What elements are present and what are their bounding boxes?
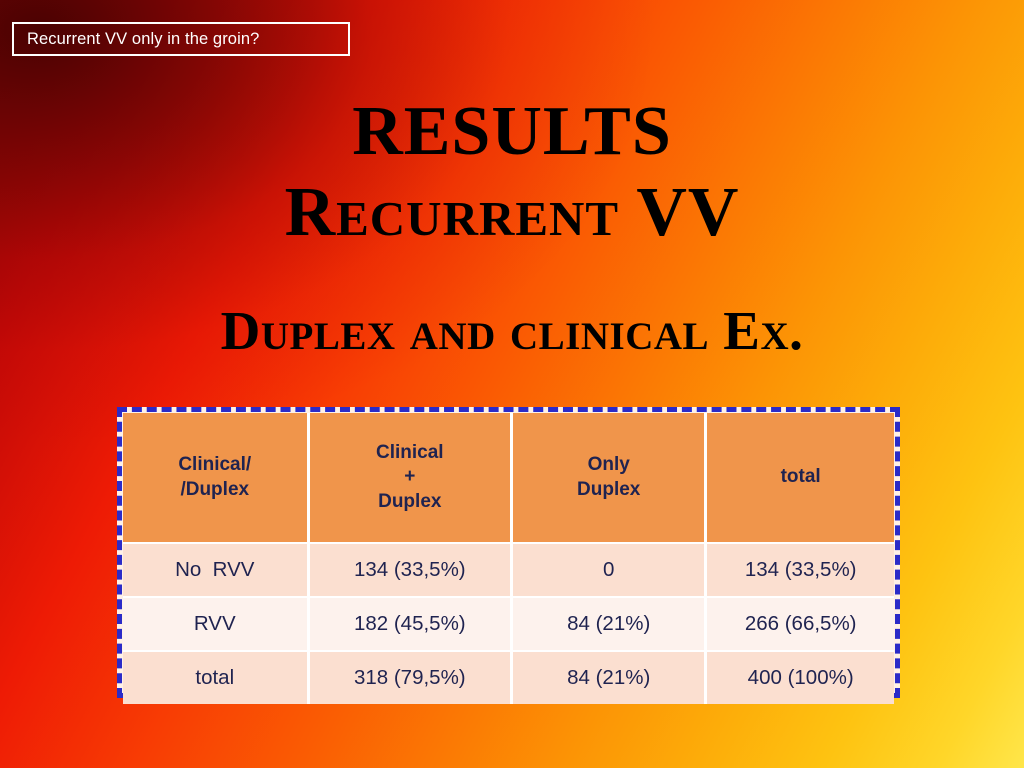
table-body: No RVV 134 (33,5%) 0 134 (33,5%) RVV 182…: [123, 543, 894, 704]
table-header-cell-only-duplex: Only Duplex: [511, 413, 708, 544]
table-cell-value: 182 (45,5%): [308, 597, 514, 652]
page-title-line-1: RESULTS: [352, 93, 672, 170]
table-row: total 318 (79,5%) 84 (21%) 400 (100%): [123, 651, 894, 704]
table-row: RVV 182 (45,5%) 84 (21%) 266 (66,5%): [123, 597, 894, 652]
table-header-cell-total: total: [705, 413, 894, 544]
table-header: Clinical/ /Duplex Clinical + Duplex Only…: [123, 413, 894, 544]
table-cell-value: 266 (66,5%): [705, 597, 894, 652]
header-badge: Recurrent VV only in the groin?: [12, 22, 350, 56]
table-row: No RVV 134 (33,5%) 0 134 (33,5%): [123, 543, 894, 598]
table-header-line: Clinical: [376, 442, 444, 464]
table-header-line: total: [780, 466, 821, 488]
results-table-container: Clinical/ /Duplex Clinical + Duplex Only…: [117, 407, 900, 704]
table-cell-label: total: [123, 651, 310, 704]
table-cell-value: 84 (21%): [511, 597, 708, 652]
page-title-line-2: Recurrent VV: [284, 174, 740, 251]
table-header-cell-clinical-duplex: Clinical/ /Duplex: [123, 413, 310, 544]
table-cell-label: No RVV: [123, 543, 310, 598]
table-header-line: /Duplex: [180, 478, 250, 500]
table-cell-value: 318 (79,5%): [308, 651, 514, 704]
results-table: Clinical/ /Duplex Clinical + Duplex Only…: [123, 413, 894, 704]
table-header-row: Clinical/ /Duplex Clinical + Duplex Only…: [123, 413, 894, 544]
table-cell-value: 84 (21%): [511, 651, 708, 704]
table-header-line: Duplex: [577, 478, 641, 500]
table-cell-value: 134 (33,5%): [705, 543, 894, 598]
table-cell-value: 134 (33,5%): [308, 543, 514, 598]
table-header-line: Only: [587, 454, 630, 476]
table-cell-value: 400 (100%): [705, 651, 894, 704]
table-cell-value: 0: [511, 543, 708, 598]
table-header-line: +: [404, 466, 416, 488]
table-cell-label: RVV: [123, 597, 310, 652]
table-header-cell-clinical-plus-duplex: Clinical + Duplex: [308, 413, 514, 544]
table-header-line: Clinical/: [178, 454, 252, 476]
header-badge-text: Recurrent VV only in the groin?: [27, 29, 260, 48]
page-subtitle: Duplex and clinical Ex.: [220, 300, 804, 361]
table-header-line: Duplex: [378, 490, 442, 512]
